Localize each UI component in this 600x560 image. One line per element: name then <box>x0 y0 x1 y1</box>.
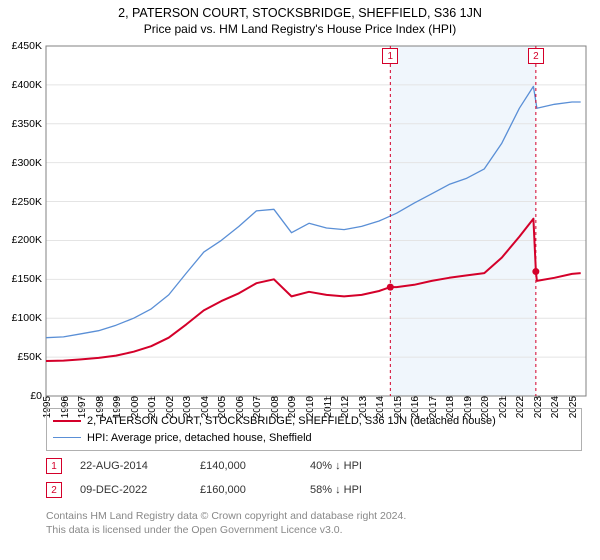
sale-marker-flag: 2 <box>528 48 544 64</box>
legend-swatch <box>53 437 81 438</box>
legend-label: 2, PATERSON COURT, STOCKSBRIDGE, SHEFFIE… <box>87 413 496 430</box>
y-tick-label: £50K <box>17 351 42 363</box>
chart-container: 2, PATERSON COURT, STOCKSBRIDGE, SHEFFIE… <box>0 0 600 560</box>
y-tick-label: £250K <box>12 196 42 208</box>
footer-line1: Contains HM Land Registry data © Crown c… <box>46 510 406 524</box>
legend-item: HPI: Average price, detached house, Shef… <box>53 430 575 447</box>
sale-row: 2 09-DEC-2022£160,00058% ↓ HPI <box>46 482 362 498</box>
y-tick-label: £450K <box>12 40 42 52</box>
legend-item: 2, PATERSON COURT, STOCKSBRIDGE, SHEFFIE… <box>53 413 575 430</box>
sale-badge: 2 <box>46 482 62 498</box>
legend: 2, PATERSON COURT, STOCKSBRIDGE, SHEFFIE… <box>46 408 582 451</box>
sale-price: £140,000 <box>200 460 310 472</box>
sale-marker-flag: 1 <box>382 48 398 64</box>
title-block: 2, PATERSON COURT, STOCKSBRIDGE, SHEFFIE… <box>0 0 600 36</box>
sale-date: 22-AUG-2014 <box>80 460 200 472</box>
title-subtitle: Price paid vs. HM Land Registry's House … <box>0 22 600 36</box>
legend-label: HPI: Average price, detached house, Shef… <box>87 430 312 447</box>
sale-badge: 1 <box>46 458 62 474</box>
y-tick-label: £0 <box>30 390 42 402</box>
sale-row: 1 22-AUG-2014£140,00040% ↓ HPI <box>46 458 362 474</box>
legend-swatch <box>53 420 81 422</box>
chart-plot-area: £0£50K£100K£150K£200K£250K£300K£350K£400… <box>46 46 586 396</box>
y-tick-label: £150K <box>12 273 42 285</box>
sale-date: 09-DEC-2022 <box>80 484 200 496</box>
y-tick-label: £400K <box>12 79 42 91</box>
footer-line2: This data is licensed under the Open Gov… <box>46 524 406 538</box>
sales-table: 1 22-AUG-2014£140,00040% ↓ HPI 2 09-DEC-202… <box>46 450 362 498</box>
y-tick-label: £200K <box>12 234 42 246</box>
y-tick-label: £100K <box>12 312 42 324</box>
y-tick-label: £350K <box>12 118 42 130</box>
sale-hpi-delta: 58% ↓ HPI <box>310 484 362 496</box>
sale-hpi-delta: 40% ↓ HPI <box>310 460 362 472</box>
y-tick-label: £300K <box>12 157 42 169</box>
sale-price: £160,000 <box>200 484 310 496</box>
title-address: 2, PATERSON COURT, STOCKSBRIDGE, SHEFFIE… <box>0 6 600 20</box>
footer: Contains HM Land Registry data © Crown c… <box>46 510 406 537</box>
